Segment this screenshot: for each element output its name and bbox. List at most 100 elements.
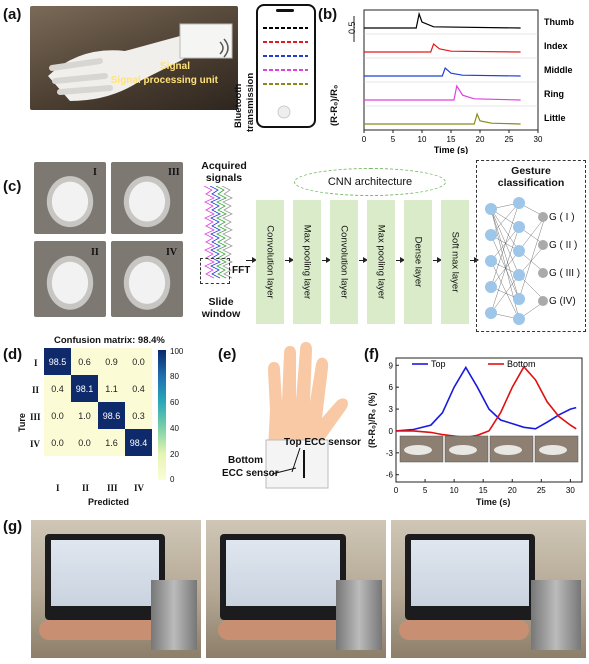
top-ecc-label: Top ECC sensor: [284, 437, 362, 448]
cm-cell: 0.4: [44, 375, 71, 402]
panel-b-series-ring: [364, 84, 521, 101]
gesture-classification-box: Gesture classification G ( I ) G ( II ) …: [476, 160, 586, 332]
robot-arm-3: [531, 580, 581, 650]
panel-f-ytick-label-6: 6: [389, 383, 394, 392]
output-g4: G (IV): [549, 296, 576, 307]
panel-b-label: (b): [318, 6, 338, 23]
panel-b-series-index: [364, 42, 521, 53]
panel-f-frame: [395, 357, 583, 483]
panel-b-xtick-label-15: 15: [447, 135, 456, 144]
panel-b-label-middle: Middle: [544, 65, 573, 75]
cnn-layer-6: Soft max layer: [441, 200, 469, 324]
panel-b-label-thumb: Thumb: [544, 17, 574, 27]
panel-f-xtick-label-5: 5: [423, 486, 428, 495]
panel-e-label: (e): [218, 346, 237, 363]
panel-b-series-little: [364, 112, 521, 125]
cm-cell: 98.6: [98, 402, 125, 429]
fft-label: FFT: [232, 265, 251, 276]
panel-b-xtick-label-25: 25: [505, 135, 514, 144]
panel-f-xtick-label-20: 20: [508, 486, 517, 495]
cm-cell: 1.0: [71, 402, 98, 429]
bluetooth-label-2: transmission: [245, 72, 256, 132]
panel-b-label-ring: Ring: [544, 89, 564, 99]
cm-cell: 0.3: [125, 402, 152, 429]
smartphone-icon: [256, 4, 316, 128]
panel-f-xtick-label-10: 10: [450, 486, 459, 495]
bluetooth-wave-icon: [218, 38, 234, 63]
cm-cell: 98.1: [71, 375, 98, 402]
panel-b-xtick-label-5: 5: [391, 135, 396, 144]
finger-signal-chart: Thumb Index Middle Ring Little 0 5 10 15 20 25 30 Ti…: [353, 9, 574, 154]
cm-row-label-2: II: [32, 385, 40, 395]
hand-3: [399, 620, 529, 640]
panel-a-label: (a): [3, 6, 22, 23]
acquired-signals-label: Acquired signals: [201, 160, 247, 184]
wrist-glove-4: [539, 445, 567, 455]
slide-window-box: [200, 258, 230, 284]
phone-signal-lines: [263, 9, 308, 119]
arrow-5: [433, 257, 442, 263]
colorbar-tick-80: 80: [170, 372, 179, 381]
cm-cell: 0.4: [125, 375, 152, 402]
panel-f-xtick-label-30: 30: [566, 486, 575, 495]
signal-unit-label: Signal processing unit: [110, 75, 218, 86]
panel-b-ylabel: (R-R₀)/R₀: [329, 84, 340, 126]
panel-f-series-bottom: [396, 365, 577, 439]
wrist-glove-3: [494, 445, 522, 455]
confusion-ylabel: Ture: [17, 413, 27, 432]
panel-d-label: (d): [3, 346, 23, 363]
panel-f-ytick-label--3: -3: [386, 449, 394, 458]
cm-row-label-3: III: [30, 412, 41, 422]
panel-f-ytick-label-9: 9: [389, 361, 394, 370]
cnn-layer-4: Max pooling layer: [367, 200, 395, 324]
panel-c-label: (c): [3, 178, 22, 195]
panel-f-ytick-label--6: -6: [386, 471, 394, 480]
laptop-screen-3: [411, 540, 529, 606]
cm-cell: 0.0: [125, 348, 152, 375]
cnn-layer-4-label: Max pooling layer: [375, 224, 387, 300]
colorbar: [158, 350, 166, 480]
robot-photo-2: [206, 520, 386, 658]
legend-bottom-label: Bottom: [507, 359, 536, 369]
bottom-ecc-label-2: ECC sensor: [222, 468, 279, 479]
cm-col-label-4: IV: [134, 483, 145, 493]
glove-photo: [30, 6, 238, 110]
panel-b-label-index: Index: [544, 41, 568, 51]
neural-net-diagram: [485, 197, 548, 325]
cm-row-label-1: I: [34, 358, 38, 368]
cm-cell: 0.0: [71, 429, 98, 456]
panel-g-label: (g): [3, 518, 23, 535]
panel-b-xtick-label-30: 30: [534, 135, 543, 144]
gesture-roman-3: III: [168, 167, 180, 178]
gesture-photo-3: [111, 162, 183, 234]
laptop-3: [405, 534, 535, 620]
laptop-2: [220, 534, 346, 620]
cm-cell: 98.4: [125, 429, 152, 456]
cm-cell: 1.6: [98, 429, 125, 456]
wrist-glove-2: [449, 445, 477, 455]
laptop-screen-2: [226, 540, 340, 606]
cnn-layer-3: Convolution layer: [330, 200, 358, 324]
panel-f-label: (f): [364, 346, 379, 363]
cnn-layer-2: Max pooling layer: [293, 200, 321, 324]
cm-row-label-4: IV: [30, 439, 41, 449]
cm-col-label-3: III: [107, 483, 118, 493]
arrow-to-cnn: [246, 257, 257, 263]
arrow-4: [396, 257, 405, 263]
panel-f-ylabel: (R-R₀)/R₀ (%): [367, 392, 377, 448]
laptop-screen-1: [51, 540, 159, 606]
cm-cell: 98.5: [44, 348, 71, 375]
panel-f-xlabel: Time (s): [476, 497, 511, 507]
colorbar-tick-0: 0: [170, 475, 175, 484]
cm-cell: 1.1: [98, 375, 125, 402]
acquired-signals-waterfall: [203, 186, 233, 279]
gesture-roman-4: IV: [166, 247, 178, 258]
bottom-ecc-label-1: Bottom: [228, 455, 263, 466]
confusion-matrix-grid: 98.5 0.6 0.9 0.0 0.4 98.1 1.1 0.4 0.0 1.0 98.6 0.3 0…: [44, 348, 152, 456]
arrow-1: [285, 257, 294, 263]
gesture-classification-title: Gesture classification: [497, 165, 565, 189]
arrow-2: [322, 257, 331, 263]
panel-b-xtick-label-0: 0: [362, 135, 367, 144]
panel-f-xtick-label-0: 0: [394, 486, 399, 495]
